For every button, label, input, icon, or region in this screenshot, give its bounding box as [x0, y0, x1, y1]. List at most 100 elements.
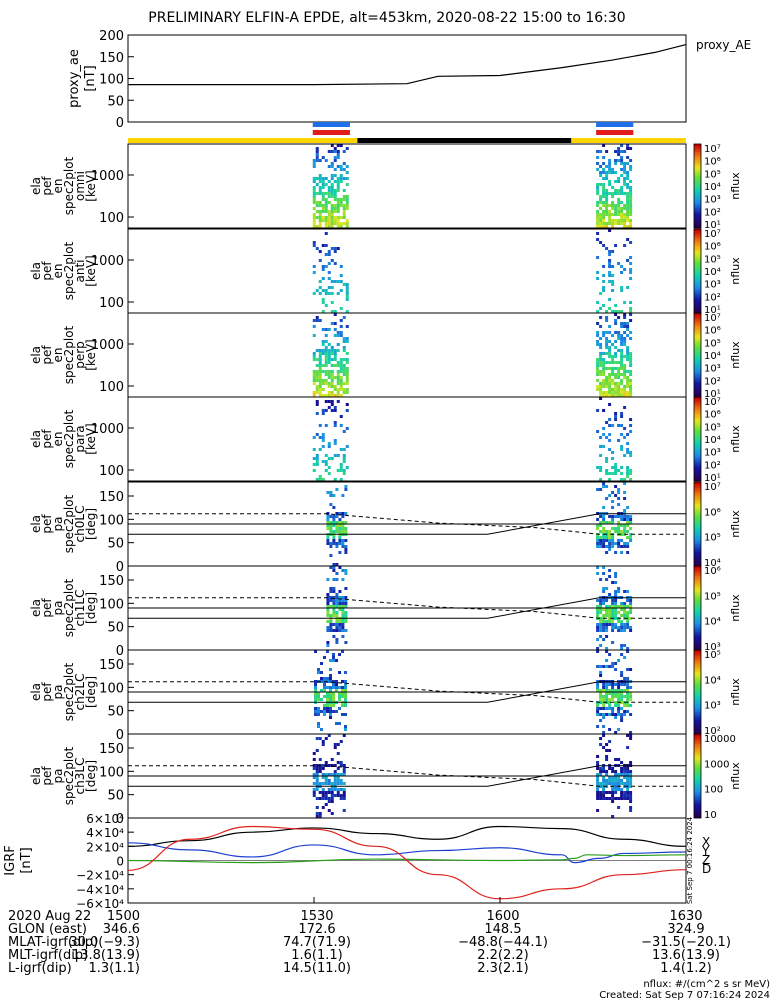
- spec-pixel: [344, 683, 347, 686]
- spec-pixel: [326, 608, 330, 611]
- spec-pixel: [626, 797, 630, 800]
- spec-pixel: [324, 183, 328, 186]
- spec-pixel: [617, 198, 621, 201]
- spec-pixel: [336, 788, 340, 791]
- igrf-line-z: [127, 854, 687, 864]
- spec-pixel: [329, 545, 333, 548]
- spec-pixel: [336, 144, 340, 147]
- colorbar-cell: [694, 375, 701, 378]
- spec-pixel: [326, 704, 329, 707]
- spec-pixel: [614, 367, 618, 370]
- spec-pixel: [324, 776, 328, 779]
- spec-pixel: [321, 740, 325, 743]
- spec-pixel: [629, 704, 633, 707]
- spec-pixel: [629, 611, 633, 614]
- spec-pixel: [626, 599, 630, 602]
- spec-pixel: [620, 445, 624, 448]
- spec-pixel: [611, 800, 615, 803]
- spec-pixel: [341, 650, 344, 653]
- spec-pixel: [596, 162, 600, 165]
- spec-pixel: [324, 219, 328, 222]
- spec-pixel: [317, 692, 320, 695]
- colorbar-cell: [694, 662, 701, 665]
- spec-pixel: [611, 207, 615, 210]
- spec-pixel: [320, 662, 323, 665]
- igrf-line-x: [127, 825, 687, 847]
- spec-pixel: [330, 210, 334, 213]
- spec-pixel: [611, 779, 615, 782]
- spec-pixel: [617, 394, 621, 397]
- spec-pixel: [329, 623, 333, 626]
- spec-pixel: [342, 457, 346, 460]
- spec-pixel: [629, 430, 633, 433]
- spec-pixel: [321, 268, 325, 271]
- colorbar-cell: [694, 313, 701, 316]
- spec-pixel: [344, 587, 348, 590]
- colorbar-cell: [694, 578, 701, 581]
- spec-pixel: [611, 213, 615, 216]
- spec-pixel: [336, 280, 340, 283]
- spec-pixel: [344, 692, 347, 695]
- colorbar-cell: [694, 574, 701, 577]
- spec-pixel: [596, 779, 600, 782]
- spec-pixel: [617, 192, 621, 195]
- spec-pixel: [620, 695, 624, 698]
- spec-pixel: [608, 388, 612, 391]
- spec-pixel: [602, 186, 606, 189]
- spec-pixel: [312, 391, 316, 394]
- colorbar-cell: [694, 224, 701, 227]
- spec-pixel: [602, 216, 606, 219]
- spec-pixel: [620, 551, 624, 554]
- spec-pixel: [623, 497, 627, 500]
- colorbar-cell: [694, 488, 701, 491]
- colorbar-cell: [694, 660, 701, 663]
- spec-pixel: [605, 758, 609, 761]
- spec-pixel: [335, 524, 339, 527]
- colorbar-cell: [694, 319, 701, 322]
- spec-pixel: [321, 301, 325, 304]
- spec-pixel: [330, 364, 334, 367]
- spec-pixel: [599, 539, 603, 542]
- spec-pixel: [602, 379, 606, 382]
- colorbar-cell: [694, 684, 701, 687]
- spec-pixel: [608, 530, 612, 533]
- spec-pixel: [608, 536, 612, 539]
- spec-pixel: [344, 671, 347, 674]
- spec-pixel: [629, 337, 633, 340]
- spec-pixel: [596, 725, 600, 728]
- colorbar-cell: [694, 548, 701, 551]
- spec-pixel: [324, 159, 328, 162]
- spec-pixel: [329, 686, 332, 689]
- spec-pixel: [315, 770, 319, 773]
- spec-pixel: [335, 512, 339, 515]
- spec-pixel: [605, 385, 609, 388]
- spec-pixel: [321, 439, 325, 442]
- colorbar-cell: [694, 532, 701, 535]
- colorbar-cell: [694, 558, 701, 561]
- spec-pixel: [611, 379, 615, 382]
- spec-pixel: [608, 791, 612, 794]
- colorbar-tick-label: 10⁵: [704, 254, 721, 265]
- spec-pixel: [321, 478, 325, 481]
- spec-pixel: [339, 319, 343, 322]
- spec-pixel: [617, 620, 621, 623]
- spec-pixel: [629, 268, 633, 271]
- spec-pixel: [623, 695, 627, 698]
- spec-pixel: [608, 331, 612, 334]
- igrf-ytick-label: 6×10⁴: [86, 812, 124, 826]
- spec-pixel: [335, 710, 338, 713]
- spec-pixel: [324, 207, 328, 210]
- spec-pixel: [318, 222, 322, 225]
- spec-pixel: [342, 189, 346, 192]
- spec-pixel: [599, 207, 603, 210]
- spec-pixel: [315, 433, 319, 436]
- spec-pixel: [599, 629, 603, 632]
- spec-pixel: [338, 620, 342, 623]
- spec-pixel: [599, 454, 603, 457]
- spec-pixel: [614, 244, 618, 247]
- spec-pixel: [605, 626, 609, 629]
- colorbar-cell: [694, 776, 701, 779]
- spec-pixel: [629, 364, 633, 367]
- spec-pixel: [330, 216, 334, 219]
- spec-pixel: [611, 171, 615, 174]
